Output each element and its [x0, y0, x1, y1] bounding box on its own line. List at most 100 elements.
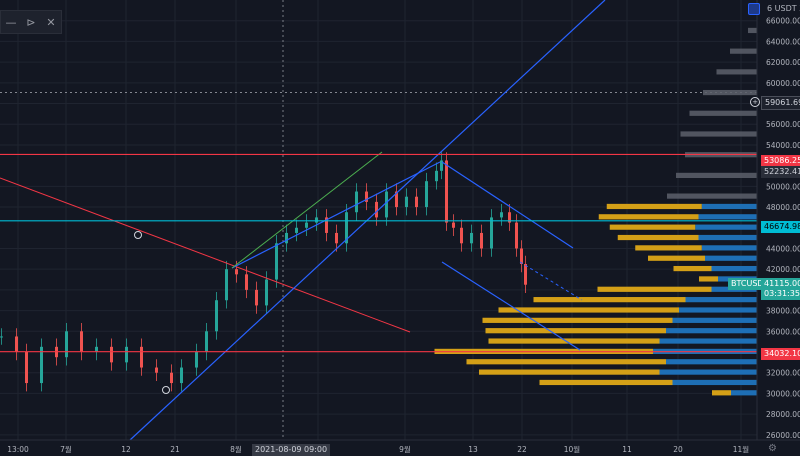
vp-bar-gray — [667, 193, 757, 199]
candle-body — [195, 352, 198, 368]
x-tick-label: 10월 — [564, 444, 581, 454]
candle-body — [325, 217, 328, 233]
candle-body — [140, 346, 143, 368]
crosshair-time: 09:00 — [304, 445, 328, 454]
y-tick-label: 28000.00 — [766, 410, 800, 419]
vp-bar-blue — [698, 214, 757, 220]
upper-price-label: 52232.41 — [761, 166, 800, 178]
y-tick-label: 42000.00 — [766, 265, 800, 274]
channel-line-lower — [129, 0, 606, 441]
candle-body — [470, 232, 473, 244]
candle-body — [180, 367, 183, 384]
settings-square-icon[interactable] — [748, 3, 760, 15]
vp-bar-blue — [672, 379, 757, 386]
y-tick-label: 44000.00 — [766, 244, 800, 253]
chart-drawings — [0, 0, 606, 441]
candle-body — [365, 191, 368, 202]
candle-body — [170, 372, 173, 384]
vp-bar-yellow — [606, 203, 702, 210]
quote-currency: USDT — [774, 4, 797, 13]
descending-channel-lower — [441, 261, 581, 351]
vp-bar-yellow — [466, 359, 666, 365]
candle-body — [508, 212, 511, 223]
candle-body — [440, 160, 443, 171]
vp-bar-yellow — [673, 265, 712, 272]
vp-bar-blue — [711, 265, 757, 272]
y-tick-label: 66000.00 — [766, 17, 800, 26]
y-tick-label: 48000.00 — [766, 203, 800, 212]
vp-bar-yellow — [699, 276, 718, 282]
y-tick-label: 64000.00 — [766, 37, 800, 46]
vp-bar-blue — [679, 307, 757, 313]
minus-icon[interactable]: — — [5, 15, 17, 29]
y-tick-label: 56000.00 — [766, 120, 800, 129]
candle-body — [80, 331, 83, 352]
vp-bar-blue — [695, 224, 757, 230]
candle-body — [315, 217, 318, 223]
x-tick-label: 13 — [468, 445, 478, 454]
cyan-line-price-label: 46674.98 — [761, 221, 800, 233]
alert-marker-icon — [162, 386, 170, 394]
vp-bar-yellow — [617, 234, 699, 241]
candle-body — [65, 331, 68, 358]
candle-body — [480, 232, 483, 249]
vp-bar-yellow — [498, 307, 679, 313]
crosshair-date-label: 2021-08-09 09:00 — [252, 444, 331, 456]
projection-line — [519, 261, 583, 301]
x-tick-label: 20 — [673, 445, 683, 454]
alert-marker-icon — [134, 231, 142, 239]
vp-bar-gray — [703, 89, 757, 96]
candle-body — [215, 300, 218, 332]
vp-bar-blue — [731, 390, 757, 396]
x-tick-label: 11 — [622, 445, 632, 454]
candle-body — [110, 346, 113, 363]
y-tick-label: 30000.00 — [766, 389, 800, 398]
y-tick-label: 36000.00 — [766, 327, 800, 336]
candle-body — [515, 222, 518, 249]
candlestick-series — [0, 152, 527, 392]
y-tick-label: 60000.00 — [766, 79, 800, 88]
descending-channel-upper — [441, 161, 574, 249]
candle-body — [435, 170, 438, 182]
vp-bar-blue — [701, 203, 757, 210]
candle-body — [245, 274, 248, 290]
plus-circle-icon[interactable]: + — [750, 97, 760, 107]
candle-body — [155, 367, 158, 373]
vp-bar-blue — [705, 255, 757, 261]
candle-body — [415, 196, 418, 208]
y-tick-label: 32000.00 — [766, 369, 800, 378]
candle-body — [375, 201, 378, 218]
countdown-label: 03:31:35 — [761, 288, 800, 300]
close-icon[interactable]: ✕ — [46, 15, 56, 29]
candle-body — [265, 279, 268, 306]
candle-body — [25, 352, 28, 384]
symbol-label: BTCUSDT — [728, 278, 772, 290]
vp-bar-yellow — [533, 297, 686, 303]
y-tick-label: 62000.00 — [766, 58, 800, 67]
vp-bar-yellow — [597, 286, 712, 292]
candle-body — [452, 222, 455, 228]
fast-forward-icon[interactable]: ⊳ — [26, 15, 36, 29]
candle-body — [15, 336, 18, 352]
candle-body — [345, 212, 348, 244]
y-tick-label: 38000.00 — [766, 307, 800, 316]
vp-bar-blue — [659, 338, 757, 344]
candle-body — [395, 191, 398, 208]
support-price-label: 34032.10 — [761, 348, 800, 360]
vp-bar-yellow — [482, 317, 673, 323]
gear-icon[interactable]: ⚙ — [768, 443, 777, 454]
x-tick-label: 11월 — [733, 444, 750, 454]
trend-line-red — [0, 177, 411, 333]
vp-bar-blue — [701, 245, 757, 251]
candle-body — [125, 346, 128, 363]
top-right-number: 6 — [767, 4, 773, 13]
y-tick-label: 50000.00 — [766, 182, 800, 191]
crosshair-price-label: 59061.69 — [761, 96, 800, 110]
vp-bar-blue — [672, 317, 757, 323]
candle-body — [285, 232, 288, 244]
vp-bar-gray — [730, 48, 757, 54]
vp-bar-yellow — [648, 255, 705, 261]
vp-bar-yellow — [485, 328, 666, 334]
vp-bar-yellow — [598, 214, 699, 220]
